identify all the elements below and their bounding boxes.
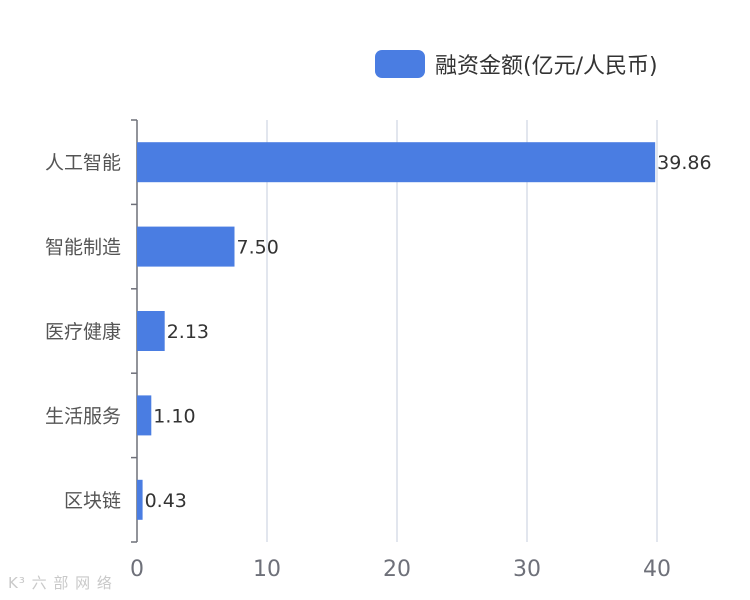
data-label: 39.86 — [657, 152, 711, 174]
x-tick-label: 30 — [513, 557, 541, 582]
bar — [137, 142, 656, 183]
x-tick-label: 20 — [383, 557, 411, 582]
x-tick-label: 0 — [130, 557, 144, 582]
y-category-label: 医疗健康 — [45, 321, 121, 343]
bar — [137, 311, 165, 351]
y-category-label: 智能制造 — [45, 237, 121, 259]
y-category-label: 人工智能 — [45, 152, 121, 174]
x-tick-label: 40 — [643, 557, 671, 582]
x-tick-label: 10 — [253, 557, 281, 582]
data-label: 7.50 — [237, 237, 279, 259]
data-label: 2.13 — [167, 321, 209, 343]
legend-swatch — [375, 50, 425, 78]
data-label: 1.10 — [153, 405, 195, 427]
data-label: 0.43 — [145, 490, 187, 512]
chart-legend: 融资金额(亿元/人民币) — [375, 48, 658, 80]
bar — [137, 479, 143, 520]
bar — [137, 395, 152, 436]
bar — [137, 226, 235, 267]
y-category-label: 区块链 — [64, 490, 121, 512]
y-category-label: 生活服务 — [45, 405, 121, 427]
watermark: K³ 六 部 网 络 — [8, 574, 113, 592]
legend-label: 融资金额(亿元/人民币) — [435, 54, 658, 79]
